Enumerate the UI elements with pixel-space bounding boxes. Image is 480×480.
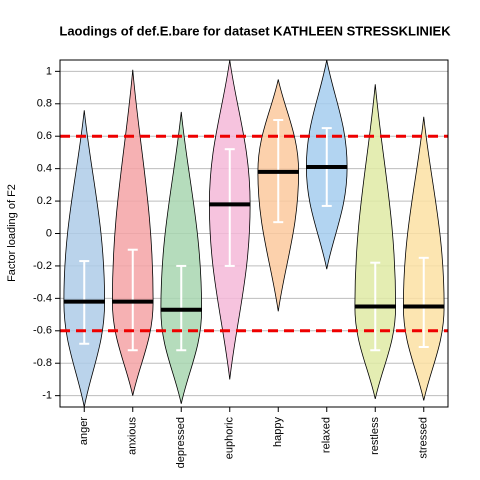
violin: [63, 110, 106, 408]
x-tick-label: anxious: [127, 417, 139, 455]
x-tick-label: euphoric: [224, 417, 236, 460]
y-tick-label: -1: [42, 390, 52, 402]
y-tick-label: 0.4: [37, 163, 52, 175]
y-tick-label: 0.6: [37, 130, 52, 142]
violin: [160, 111, 203, 404]
x-tick-label: happy: [272, 417, 284, 447]
x-tick-label: relaxed: [321, 417, 333, 453]
x-tick-label: stressed: [418, 417, 430, 459]
chart-title: Laodings of def.E.bare for dataset KATHL…: [59, 23, 451, 38]
y-tick-label: 0: [46, 227, 52, 239]
y-tick-label: -0.2: [33, 260, 52, 272]
plot-frame: [59, 59, 449, 408]
x-tick-label: anger: [78, 417, 90, 445]
y-tick-label: 0.8: [37, 98, 52, 110]
x-tick-label: depressed: [175, 417, 187, 468]
x-tick-label: restless: [369, 417, 381, 455]
y-tick-label: -0.4: [33, 292, 52, 304]
y-tick-label: 1: [46, 65, 52, 77]
y-axis-label: Factor loading of F2: [6, 184, 18, 282]
y-tick-label: -0.8: [33, 357, 52, 369]
violin: [354, 84, 397, 399]
y-tick-label: 0.2: [37, 195, 52, 207]
y-tick-label: -0.6: [33, 325, 52, 337]
violin: [111, 69, 154, 396]
